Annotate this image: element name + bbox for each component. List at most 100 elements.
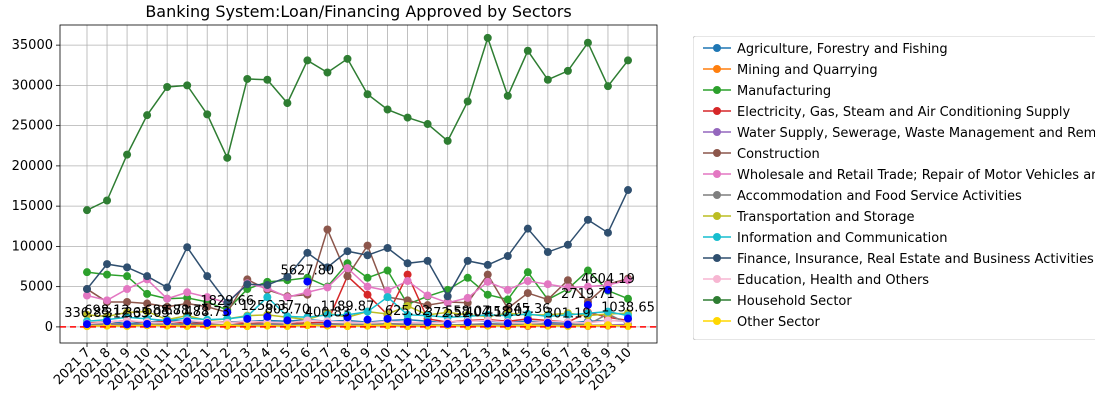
highlight-point: [624, 314, 632, 323]
data-point: [463, 293, 472, 302]
highlight-point: [283, 316, 292, 325]
data-label: 1189.87: [321, 299, 375, 314]
data-label: 558.07: [445, 304, 491, 319]
y-tick-label: 0: [45, 320, 53, 335]
data-label: 1038.65: [601, 301, 655, 316]
highlight-point: [243, 314, 252, 323]
data-point: [563, 66, 572, 75]
data-point: [403, 277, 412, 286]
legend-label: Mining and Quarrying: [737, 63, 878, 78]
highlight-point: [83, 320, 91, 329]
data-point: [503, 311, 512, 320]
series-line: [86, 262, 629, 311]
series-line: [86, 313, 629, 326]
data-point: [223, 298, 232, 307]
series-line: [86, 267, 629, 304]
legend-marker: [713, 212, 721, 220]
data-point: [303, 248, 312, 257]
legend-label: Education, Health and Others: [737, 273, 929, 288]
data-point: [243, 280, 252, 289]
data-label: 1256.37: [240, 299, 294, 314]
y-tick-label: 30000: [12, 78, 53, 93]
data-point: [624, 276, 632, 285]
data-label: 4604.19: [581, 272, 635, 287]
data-point: [403, 259, 412, 268]
data-point: [83, 310, 91, 319]
highlight-point: [323, 319, 332, 328]
data-point: [283, 99, 292, 108]
highlight-point: [503, 319, 512, 328]
data-point: [383, 105, 392, 114]
data-point: [503, 252, 512, 261]
data-point: [383, 244, 392, 253]
data-label: 2719.71: [561, 287, 615, 302]
data-label: 404.17: [465, 306, 511, 321]
data-point: [603, 307, 612, 316]
legend-label: Information and Communication: [737, 231, 947, 246]
legend-label: Construction: [737, 147, 820, 162]
data-point: [203, 272, 212, 281]
highlight-series: [83, 277, 632, 329]
data-point: [343, 264, 352, 273]
series-line: [86, 324, 629, 327]
data-point: [183, 81, 192, 90]
data-point: [583, 282, 592, 291]
data-point: [403, 113, 412, 122]
legend-label: Transportation and Storage: [736, 210, 914, 225]
data-point: [183, 299, 192, 308]
data-point: [624, 56, 632, 65]
y-tick-label: 10000: [12, 239, 53, 254]
data-point: [483, 277, 492, 286]
data-point: [603, 228, 612, 237]
data-label: 458.07: [485, 305, 531, 320]
highlight-point: [443, 319, 452, 328]
data-point: [583, 309, 592, 318]
data-point: [583, 215, 592, 224]
legend-marker: [713, 317, 721, 325]
data-point: [123, 150, 132, 159]
data-point: [503, 285, 512, 294]
data-label: 688.71: [164, 303, 210, 318]
data-point: [423, 301, 432, 310]
data-point: [223, 321, 232, 330]
data-point: [143, 272, 152, 281]
data-point: [523, 268, 532, 277]
plot-frame: [59, 24, 658, 344]
series-6: [83, 264, 632, 307]
data-point: [163, 294, 172, 303]
legend-label: Household Sector: [737, 294, 852, 309]
data-point: [83, 291, 91, 300]
data-point: [443, 292, 452, 301]
legend-label: Electricity, Gas, Steam and Air Conditio…: [737, 105, 1070, 120]
highlight-point: [583, 301, 592, 310]
data-point: [543, 75, 552, 84]
highlight-point: [543, 318, 552, 327]
data-point: [624, 186, 632, 195]
series-10: [83, 186, 632, 307]
data-point: [83, 268, 91, 277]
legend-label: Wholesale and Retail Trade; Repair of Mo…: [737, 168, 1095, 183]
data-point: [523, 46, 532, 55]
data-point: [103, 260, 112, 269]
data-point: [543, 248, 552, 257]
data-label: 5627.80: [281, 264, 335, 279]
data-label: 1829.66: [200, 294, 254, 309]
legend-marker: [713, 86, 721, 94]
y-tick-label: 25000: [12, 119, 53, 134]
data-label: 688.71: [144, 303, 190, 318]
data-point: [203, 302, 212, 311]
legend-content: Agriculture, Forestry and Fishing Mining …: [693, 36, 1095, 340]
legend-label: Other Sector: [737, 315, 820, 330]
legend-box: [693, 36, 1095, 340]
highlight-point: [603, 285, 612, 294]
series-line: [86, 35, 629, 211]
data-label: 805.70: [265, 302, 311, 317]
data-point: [483, 290, 492, 299]
data-point: [163, 283, 172, 292]
highlight-point: [143, 319, 152, 328]
series-line: [86, 319, 629, 325]
data-point: [383, 286, 392, 295]
highlight-point: [463, 318, 472, 327]
highlight-point: [483, 319, 492, 328]
data-point: [123, 272, 132, 281]
